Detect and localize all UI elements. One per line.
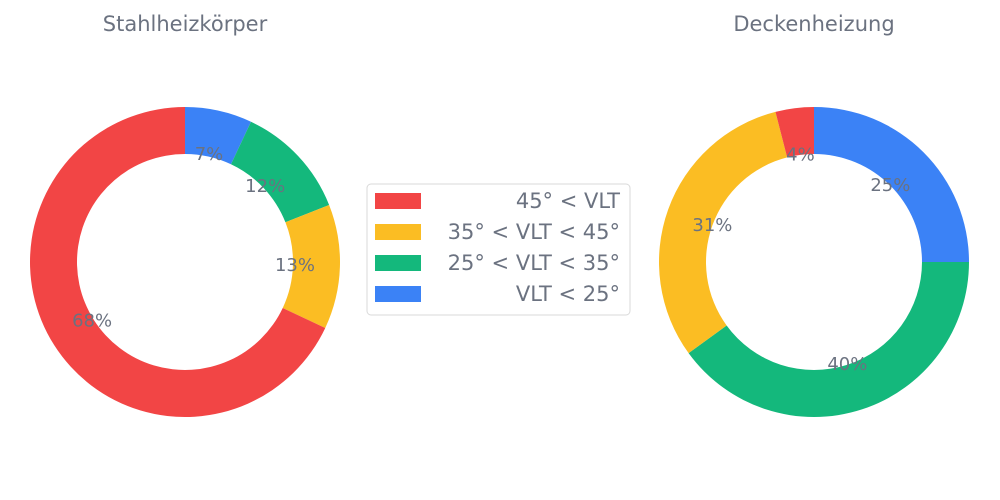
- slice-percent-label: 4%: [786, 144, 815, 165]
- legend-label: VLT < 25°: [516, 282, 620, 306]
- slice-percent-label: 68%: [72, 310, 112, 331]
- donut-slice: [814, 107, 969, 262]
- slice-percent-label: 25%: [870, 175, 910, 196]
- legend: 45° < VLT 35° < VLT < 45° 25° < VLT < 35° V…: [366, 183, 631, 316]
- chart-title-deckenheizung: Deckenheizung: [733, 12, 894, 36]
- legend-label: 35° < VLT < 45°: [448, 220, 620, 244]
- donut-slice: [688, 262, 969, 417]
- donut-slice: [658, 111, 788, 354]
- donut-slice: [30, 107, 326, 417]
- donut-slice: [185, 107, 251, 165]
- legend-item: VLT < 25°: [375, 282, 620, 306]
- slice-percent-label: 40%: [827, 354, 867, 375]
- donut-slice: [230, 121, 330, 223]
- donut-slice: [775, 107, 814, 158]
- donut-chart-deckenheizung: Deckenheizung 25% 40% 31% 4%: [658, 12, 969, 417]
- legend-swatch: [375, 255, 421, 271]
- legend-swatch: [375, 193, 421, 209]
- legend-frame: [366, 183, 631, 316]
- slice-percent-label: 31%: [692, 215, 732, 236]
- legend-item: 25° < VLT < 35°: [375, 251, 620, 275]
- legend-item: 35° < VLT < 45°: [375, 220, 620, 244]
- legend-label: 45° < VLT: [516, 189, 620, 213]
- donut-chart-stahlheizkoerper: Stahlheizkörper 7% 12% 13% 68%: [30, 12, 340, 417]
- slice-percent-label: 12%: [245, 176, 285, 197]
- legend-label: 25° < VLT < 35°: [448, 251, 620, 275]
- chart-title-stahlheizkoerper: Stahlheizkörper: [103, 12, 268, 36]
- legend-swatch: [375, 224, 421, 240]
- donut-slice: [282, 204, 340, 328]
- slice-percent-label: 13%: [275, 255, 315, 276]
- slice-percent-label: 7%: [195, 144, 224, 165]
- legend-item: 45° < VLT: [375, 189, 620, 213]
- legend-swatch: [375, 286, 421, 302]
